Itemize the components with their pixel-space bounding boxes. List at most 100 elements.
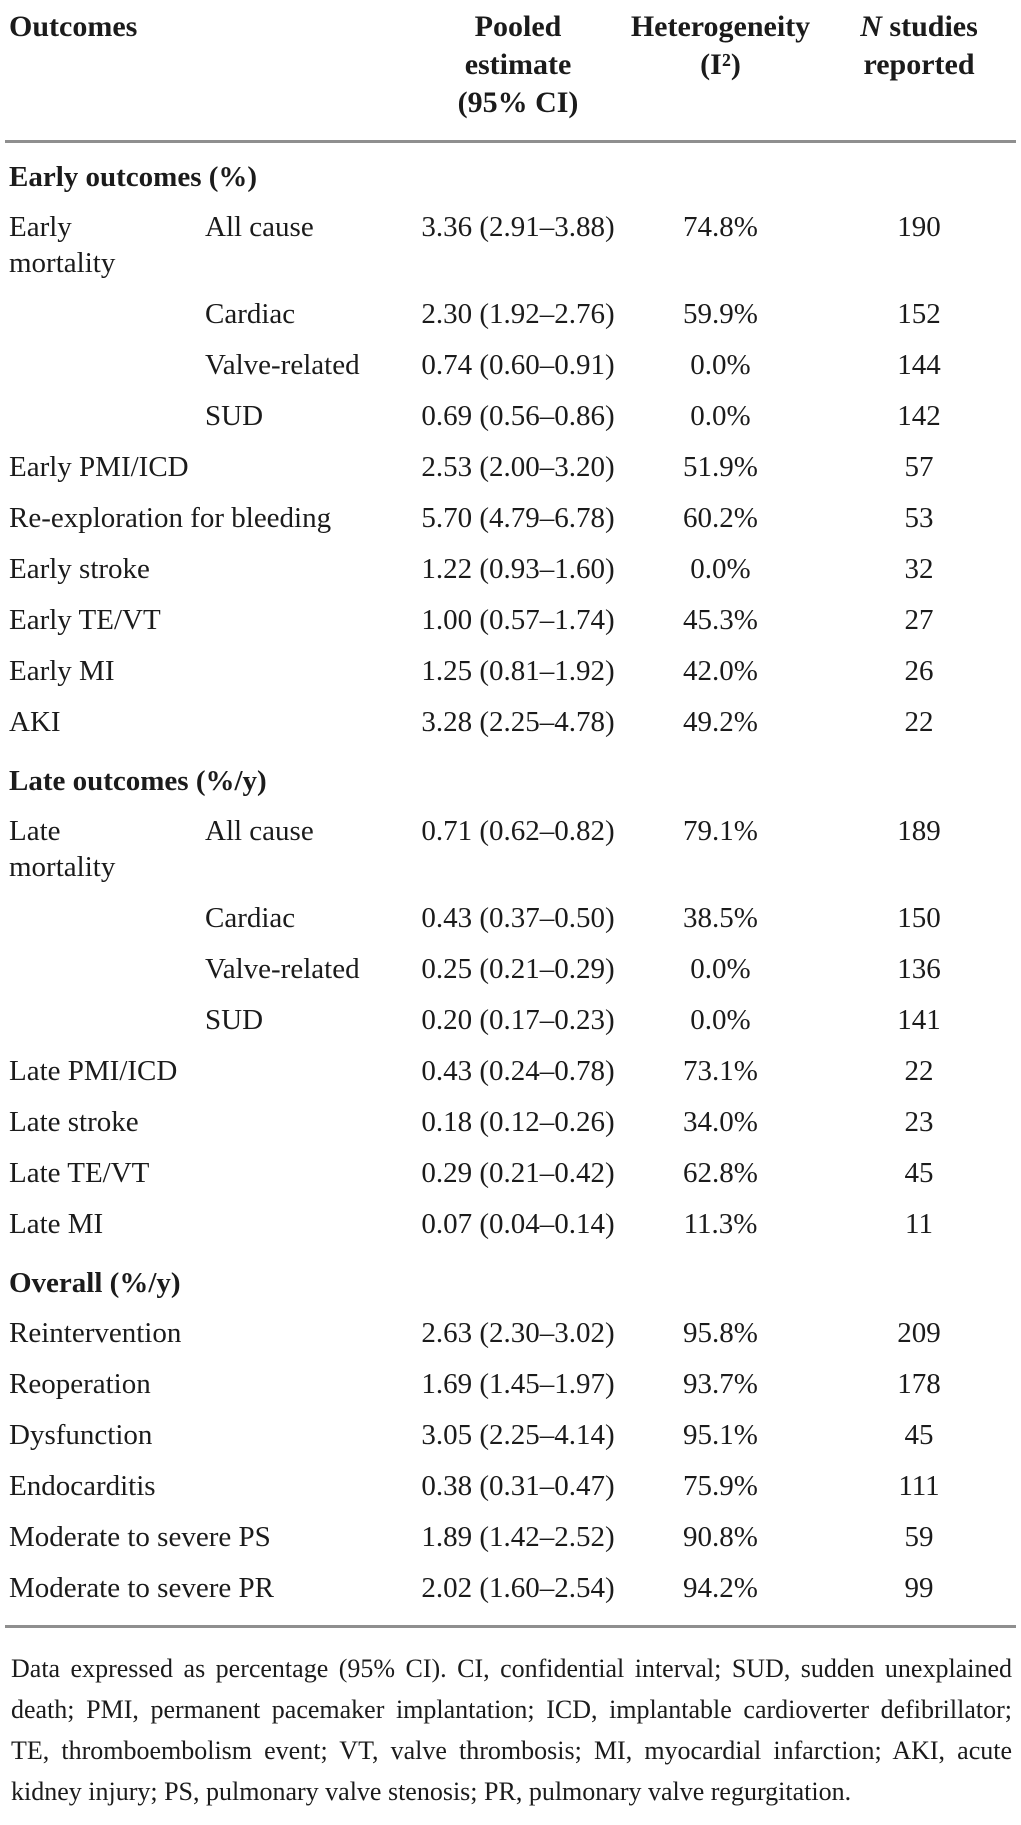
cell-heterogeneity: 93.7% xyxy=(683,1368,758,1400)
cell-outcome-group xyxy=(5,943,205,994)
cell-heterogeneity: 60.2% xyxy=(683,502,758,534)
col-header-pooled-estimate: Pooled estimate (95% CI) xyxy=(417,4,619,143)
cell-pooled-estimate: 0.38 (0.31–0.47) xyxy=(421,1470,615,1502)
table-row: Early MI 1.25 (0.81–1.92) 42.0% 26 xyxy=(5,645,1016,696)
cell-n-studies: 23 xyxy=(904,1106,934,1138)
cell-outcome-sublabel: Valve-related xyxy=(205,349,360,381)
cell-n-studies: 209 xyxy=(897,1317,941,1349)
cell-pooled-estimate: 0.43 (0.37–0.50) xyxy=(421,902,615,934)
cell-n-studies: 22 xyxy=(904,706,934,738)
cell-n-studies: 11 xyxy=(905,1208,933,1240)
table-row: Late mortality All cause 0.71 (0.62–0.82) 7… xyxy=(5,805,1016,892)
section-header-row: Early outcomes (%) xyxy=(5,142,1016,202)
cell-pooled-estimate: 0.43 (0.24–0.78) xyxy=(421,1055,615,1087)
cell-outcome-label: Reintervention xyxy=(9,1317,182,1349)
cell-heterogeneity: 75.9% xyxy=(683,1470,758,1502)
col-header-n-studies: N studies reported xyxy=(822,4,1016,143)
cell-pooled-estimate: 3.05 (2.25–4.14) xyxy=(421,1419,615,1451)
cell-n-studies: 142 xyxy=(897,400,941,432)
table-row: Late stroke 0.18 (0.12–0.26) 34.0% 23 xyxy=(5,1096,1016,1147)
section-label: Overall (%/y) xyxy=(9,1267,181,1299)
col-header-outcomes-label: Outcomes xyxy=(9,10,138,43)
table-header-row: Outcomes Pooled estimate (95% CI) Hetero… xyxy=(5,4,1016,143)
n-studies-rest: studies xyxy=(889,10,978,43)
col-header-heterogeneity: Heterogeneity (I²) xyxy=(619,4,822,143)
table-row: Early stroke 1.22 (0.93–1.60) 0.0% 32 xyxy=(5,543,1016,594)
cell-outcome-label: Late stroke xyxy=(9,1106,139,1138)
table-row: Late TE/VT 0.29 (0.21–0.42) 62.8% 45 xyxy=(5,1147,1016,1198)
cell-outcome-sublabel: Cardiac xyxy=(205,298,296,330)
pooled-header-line1: Pooled xyxy=(474,10,562,43)
n-studies-header-line2: reported xyxy=(863,48,975,81)
col-header-outcomes: Outcomes xyxy=(5,4,417,143)
cell-pooled-estimate: 5.70 (4.79–6.78) xyxy=(421,502,615,534)
cell-pooled-estimate: 1.69 (1.45–1.97) xyxy=(421,1368,615,1400)
table-row: Dysfunction 3.05 (2.25–4.14) 95.1% 45 xyxy=(5,1409,1016,1460)
cell-n-studies: 27 xyxy=(904,604,934,636)
cell-heterogeneity: 0.0% xyxy=(690,1004,751,1036)
cell-n-studies: 141 xyxy=(897,1004,941,1036)
table-row: Reintervention 2.63 (2.30–3.02) 95.8% 209 xyxy=(5,1307,1016,1358)
section-header-row: Late outcomes (%/y) xyxy=(5,747,1016,805)
n-studies-italic-n: N xyxy=(860,10,882,43)
cell-n-studies: 150 xyxy=(897,902,941,934)
cell-pooled-estimate: 2.53 (2.00–3.20) xyxy=(421,451,615,483)
cell-heterogeneity: 94.2% xyxy=(683,1572,758,1604)
cell-n-studies: 22 xyxy=(904,1055,934,1087)
cell-outcome-group xyxy=(5,339,205,390)
table-row: Early PMI/ICD 2.53 (2.00–3.20) 51.9% 57 xyxy=(5,441,1016,492)
cell-outcome-label: Moderate to severe PS xyxy=(9,1521,271,1553)
cell-outcome-group xyxy=(5,390,205,441)
section-label: Early outcomes (%) xyxy=(9,161,258,193)
cell-n-studies: 189 xyxy=(897,815,941,847)
cell-outcome-label: Re-exploration for bleeding xyxy=(9,502,332,534)
table-row: Endocarditis 0.38 (0.31–0.47) 75.9% 111 xyxy=(5,1460,1016,1511)
table-row: Moderate to severe PR 2.02 (1.60–2.54) 94.… xyxy=(5,1562,1016,1613)
table-footnote: Data expressed as percentage (95% CI). C… xyxy=(11,1654,1012,1806)
table-row: SUD 0.69 (0.56–0.86) 0.0% 142 xyxy=(5,390,1016,441)
cell-outcome-label: AKI xyxy=(9,706,61,738)
cell-outcome-group xyxy=(5,288,205,339)
cell-heterogeneity: 0.0% xyxy=(690,553,751,585)
cell-heterogeneity: 51.9% xyxy=(683,451,758,483)
cell-outcome-label: Reoperation xyxy=(9,1368,151,1400)
cell-n-studies: 152 xyxy=(897,298,941,330)
cell-heterogeneity: 34.0% xyxy=(683,1106,758,1138)
table-row: Reoperation 1.69 (1.45–1.97) 93.7% 178 xyxy=(5,1358,1016,1409)
cell-heterogeneity: 62.8% xyxy=(683,1157,758,1189)
cell-heterogeneity: 0.0% xyxy=(690,349,751,381)
outcome-group-text: Late mortality xyxy=(9,815,116,883)
bottom-rule xyxy=(5,1625,1016,1628)
cell-outcome-label: Late PMI/ICD xyxy=(9,1055,178,1087)
cell-outcome-label: Endocarditis xyxy=(9,1470,156,1502)
cell-pooled-estimate: 1.89 (1.42–2.52) xyxy=(421,1521,615,1553)
pooled-header-line2: estimate xyxy=(464,48,572,81)
cell-outcome-sublabel: Valve-related xyxy=(205,953,360,985)
cell-n-studies: 111 xyxy=(898,1470,940,1502)
cell-outcome-label: Early MI xyxy=(9,655,115,687)
heterogeneity-header-line1: Heterogeneity xyxy=(630,10,811,43)
n-studies-header-line1: N studies xyxy=(822,8,1016,46)
heterogeneity-header-line2: (I²) xyxy=(700,48,741,81)
cell-n-studies: 136 xyxy=(897,953,941,985)
cell-pooled-estimate: 3.36 (2.91–3.88) xyxy=(421,211,615,243)
cell-outcome-label: Dysfunction xyxy=(9,1419,153,1451)
cell-heterogeneity: 11.3% xyxy=(683,1208,758,1240)
cell-n-studies: 178 xyxy=(897,1368,941,1400)
cell-pooled-estimate: 2.30 (1.92–2.76) xyxy=(421,298,615,330)
table-row: SUD 0.20 (0.17–0.23) 0.0% 141 xyxy=(5,994,1016,1045)
cell-n-studies: 45 xyxy=(904,1419,934,1451)
table-row: AKI 3.28 (2.25–4.78) 49.2% 22 xyxy=(5,696,1016,747)
cell-pooled-estimate: 0.25 (0.21–0.29) xyxy=(421,953,615,985)
cell-n-studies: 53 xyxy=(904,502,934,534)
cell-outcome-sublabel: SUD xyxy=(205,1004,264,1036)
cell-outcome-group xyxy=(5,892,205,943)
cell-outcome-sublabel: All cause xyxy=(205,211,314,243)
cell-n-studies: 57 xyxy=(904,451,934,483)
cell-pooled-estimate: 0.29 (0.21–0.42) xyxy=(421,1157,615,1189)
cell-pooled-estimate: 1.25 (0.81–1.92) xyxy=(421,655,615,687)
cell-outcome-label: Moderate to severe PR xyxy=(9,1572,274,1604)
cell-pooled-estimate: 1.00 (0.57–1.74) xyxy=(421,604,615,636)
table-row: Re-exploration for bleeding 5.70 (4.79–6.… xyxy=(5,492,1016,543)
